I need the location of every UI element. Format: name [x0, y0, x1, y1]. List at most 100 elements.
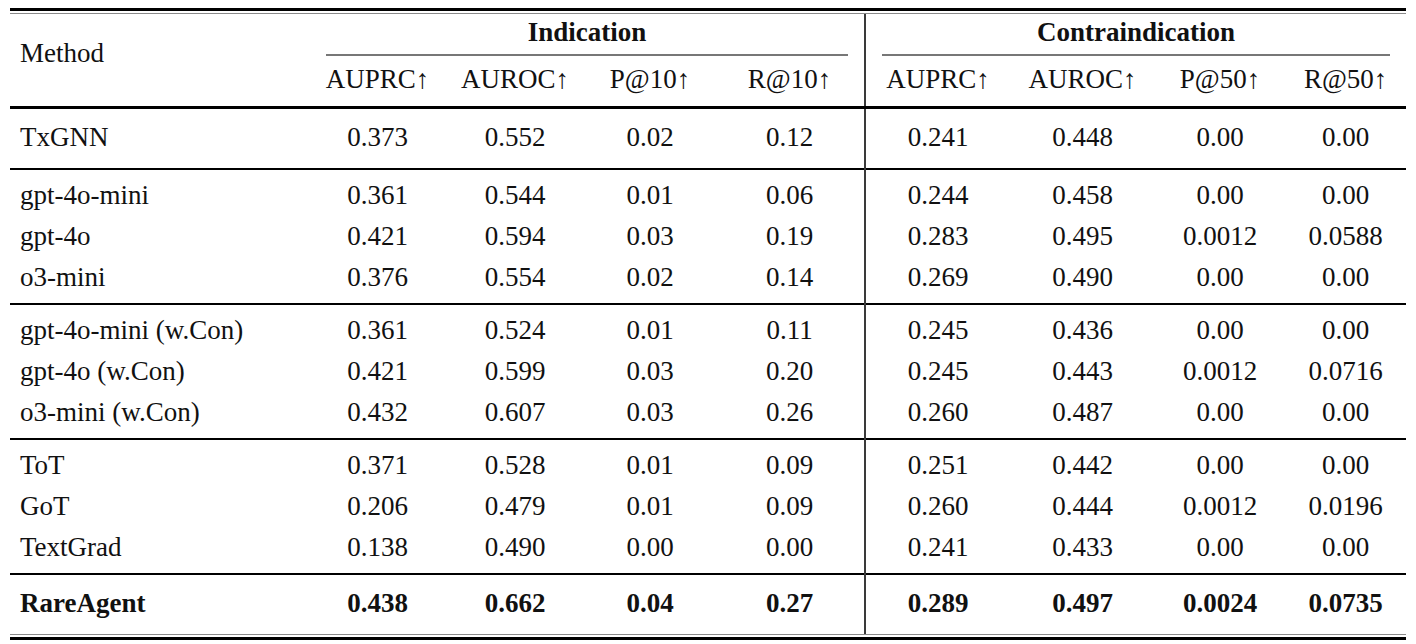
value-cell: 0.371 [310, 439, 445, 486]
value-cell: 0.432 [310, 392, 445, 439]
value-cell: 0.14 [715, 257, 865, 304]
value-cell: 0.421 [310, 351, 445, 392]
value-cell: 0.497 [1010, 574, 1155, 634]
table-row: gpt-4o-mini (w.Con)0.3610.5240.010.110.2… [10, 304, 1406, 351]
value-cell: 0.03 [585, 351, 715, 392]
value-cell: 0.421 [310, 216, 445, 257]
value-cell: 0.524 [445, 304, 585, 351]
value-cell: 0.09 [715, 439, 865, 486]
value-cell: 0.00 [1285, 108, 1406, 170]
value-cell: 0.00 [715, 527, 865, 574]
col-header-con-p50: P@50↑ [1155, 56, 1285, 108]
value-cell: 0.361 [310, 304, 445, 351]
table-row: TxGNN0.3730.5520.020.120.2410.4480.000.0… [10, 108, 1406, 170]
value-cell: 0.373 [310, 108, 445, 170]
value-cell: 0.487 [1010, 392, 1155, 439]
value-cell: 0.607 [445, 392, 585, 439]
indication-group-label: Indication [326, 14, 848, 56]
col-header-ind-auprc: AUPRC↑ [310, 56, 445, 108]
method-cell: gpt-4o (w.Con) [10, 351, 310, 392]
table-row: TextGrad0.1380.4900.000.000.2410.4330.00… [10, 527, 1406, 574]
value-cell: 0.00 [1285, 304, 1406, 351]
value-cell: 0.03 [585, 216, 715, 257]
table-row: GoT0.2060.4790.010.090.2600.4440.00120.0… [10, 486, 1406, 527]
method-cell: gpt-4o-mini [10, 169, 310, 216]
value-cell: 0.444 [1010, 486, 1155, 527]
col-header-con-r50: R@50↑ [1285, 56, 1406, 108]
table-row: o3-mini (w.Con)0.4320.6070.030.260.2600.… [10, 392, 1406, 439]
method-cell: GoT [10, 486, 310, 527]
value-cell: 0.544 [445, 169, 585, 216]
value-cell: 0.00 [1155, 439, 1285, 486]
value-cell: 0.433 [1010, 527, 1155, 574]
value-cell: 0.241 [865, 108, 1010, 170]
value-cell: 0.00 [1285, 169, 1406, 216]
value-cell: 0.01 [585, 439, 715, 486]
value-cell: 0.19 [715, 216, 865, 257]
contraindication-group-label: Contraindication [882, 14, 1390, 56]
method-cell: RareAgent [10, 574, 310, 634]
value-cell: 0.283 [865, 216, 1010, 257]
method-cell: gpt-4o [10, 216, 310, 257]
value-cell: 0.442 [1010, 439, 1155, 486]
value-cell: 0.04 [585, 574, 715, 634]
table-row: ToT0.3710.5280.010.090.2510.4420.000.00 [10, 439, 1406, 486]
value-cell: 0.01 [585, 486, 715, 527]
value-cell: 0.662 [445, 574, 585, 634]
value-cell: 0.528 [445, 439, 585, 486]
value-cell: 0.0196 [1285, 486, 1406, 527]
row-group-rareagent: RareAgent0.4380.6620.040.270.2890.4970.0… [10, 574, 1406, 634]
bottom-rule-thick [10, 637, 1406, 640]
method-cell: TxGNN [10, 108, 310, 170]
value-cell: 0.00 [1285, 439, 1406, 486]
value-cell: 0.09 [715, 486, 865, 527]
method-cell: ToT [10, 439, 310, 486]
value-cell: 0.00 [1155, 257, 1285, 304]
col-header-con-auprc: AUPRC↑ [865, 56, 1010, 108]
value-cell: 0.260 [865, 392, 1010, 439]
value-cell: 0.443 [1010, 351, 1155, 392]
value-cell: 0.289 [865, 574, 1010, 634]
method-cell: TextGrad [10, 527, 310, 574]
value-cell: 0.0716 [1285, 351, 1406, 392]
value-cell: 0.554 [445, 257, 585, 304]
value-cell: 0.241 [865, 527, 1010, 574]
value-cell: 0.06 [715, 169, 865, 216]
table-row: gpt-4o0.4210.5940.030.190.2830.4950.0012… [10, 216, 1406, 257]
value-cell: 0.0024 [1155, 574, 1285, 634]
value-cell: 0.26 [715, 392, 865, 439]
value-cell: 0.0012 [1155, 486, 1285, 527]
value-cell: 0.244 [865, 169, 1010, 216]
value-cell: 0.490 [1010, 257, 1155, 304]
table-row: gpt-4o-mini0.3610.5440.010.060.2440.4580… [10, 169, 1406, 216]
col-header-ind-auroc: AUROC↑ [445, 56, 585, 108]
value-cell: 0.479 [445, 486, 585, 527]
value-cell: 0.0588 [1285, 216, 1406, 257]
value-cell: 0.00 [1285, 392, 1406, 439]
row-group-llms-wcon: gpt-4o-mini (w.Con)0.3610.5240.010.110.2… [10, 304, 1406, 439]
value-cell: 0.495 [1010, 216, 1155, 257]
value-cell: 0.245 [865, 351, 1010, 392]
group-header-contraindication: Contraindication [865, 14, 1406, 56]
value-cell: 0.27 [715, 574, 865, 634]
paper-table-figure: Method Indication Contraindication AUPRC… [0, 0, 1416, 644]
row-group-baseline: TxGNN0.3730.5520.020.120.2410.4480.000.0… [10, 108, 1406, 170]
col-header-ind-r10: R@10↑ [715, 56, 865, 108]
value-cell: 0.20 [715, 351, 865, 392]
value-cell: 0.03 [585, 392, 715, 439]
value-cell: 0.0735 [1285, 574, 1406, 634]
value-cell: 0.00 [585, 527, 715, 574]
value-cell: 0.552 [445, 108, 585, 170]
table-row: gpt-4o (w.Con)0.4210.5990.030.200.2450.4… [10, 351, 1406, 392]
row-group-llms: gpt-4o-mini0.3610.5440.010.060.2440.4580… [10, 169, 1406, 304]
table-row: RareAgent0.4380.6620.040.270.2890.4970.0… [10, 574, 1406, 634]
value-cell: 0.260 [865, 486, 1010, 527]
value-cell: 0.00 [1155, 392, 1285, 439]
value-cell: 0.0012 [1155, 216, 1285, 257]
value-cell: 0.438 [310, 574, 445, 634]
value-cell: 0.490 [445, 527, 585, 574]
method-column-header: Method [10, 14, 310, 108]
value-cell: 0.02 [585, 108, 715, 170]
col-header-ind-p10: P@10↑ [585, 56, 715, 108]
row-group-reasoning: ToT0.3710.5280.010.090.2510.4420.000.00G… [10, 439, 1406, 574]
